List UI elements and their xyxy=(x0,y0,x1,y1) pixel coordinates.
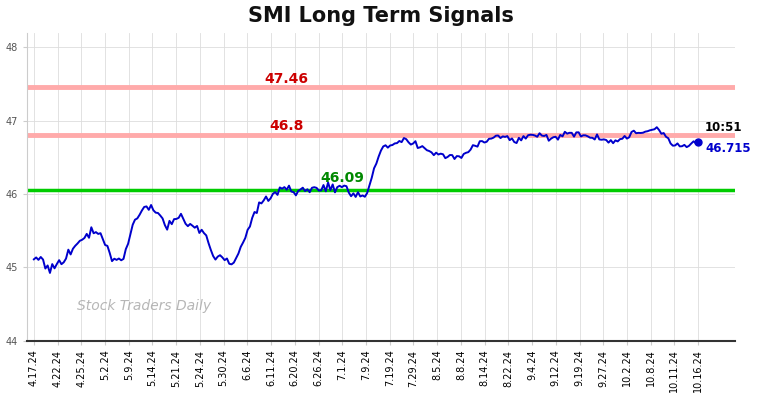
Text: Stock Traders Daily: Stock Traders Daily xyxy=(77,299,211,313)
Text: 46.715: 46.715 xyxy=(705,142,751,155)
Text: 10:51: 10:51 xyxy=(705,121,742,134)
Title: SMI Long Term Signals: SMI Long Term Signals xyxy=(248,6,514,25)
Text: 46.09: 46.09 xyxy=(320,171,364,185)
Text: 47.46: 47.46 xyxy=(265,72,309,86)
Text: 46.8: 46.8 xyxy=(270,119,304,133)
